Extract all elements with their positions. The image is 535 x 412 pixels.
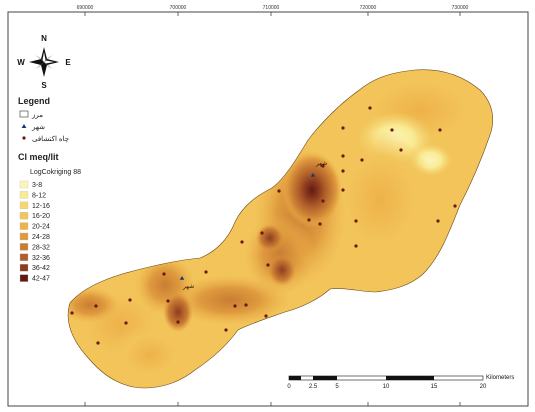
compass-south: S	[41, 81, 47, 90]
boundary-swatch	[19, 110, 29, 118]
legend-class-label: 42-47	[32, 276, 50, 283]
compass-east: E	[65, 58, 71, 67]
legend-city-label: شهر	[31, 124, 45, 131]
city-symbol	[21, 124, 27, 128]
legend-class-label: 3-8	[32, 182, 42, 189]
well-symbol	[22, 136, 26, 140]
scale-unit: Kilometers	[486, 375, 514, 381]
compass-north: N	[41, 34, 47, 43]
scale-label: 20	[480, 384, 487, 390]
legend-classes: 3-8 8-12 12-16 16-20 20-24 24-28 28-32 32-36 36-…	[19, 180, 50, 283]
legend-class-label: 36-42	[32, 265, 50, 272]
legend-method-label: LogCokriging 88	[30, 169, 81, 176]
legend-well-label: چاه اکتشافی	[32, 135, 69, 143]
scale-label: 5	[335, 384, 339, 390]
frame-ticks	[84, 12, 461, 406]
legend-class-label: 24-28	[32, 234, 50, 241]
legend-class-swatch	[19, 232, 29, 241]
legend-class-label: 20-24	[32, 224, 50, 231]
scale-label: 2.5	[309, 384, 318, 390]
map-frame	[7, 11, 529, 407]
scale-label: 10	[383, 384, 390, 390]
legend-class-label: 28-32	[32, 244, 50, 251]
legend-class-swatch	[19, 264, 29, 272]
legend-class-swatch	[19, 191, 29, 199]
tick-label-top: 690000	[77, 5, 94, 11]
town-points	[179, 173, 316, 280]
legend-class-swatch	[19, 253, 29, 261]
legend-class-swatch	[19, 243, 29, 251]
well-points	[70, 106, 457, 345]
town-label: شهر	[182, 283, 194, 290]
legend-class-swatch	[19, 180, 29, 189]
legend-class-label: 16-20	[32, 213, 50, 220]
compass-west: W	[17, 58, 25, 67]
legend-class-swatch	[19, 274, 29, 282]
legend-class-swatch	[19, 212, 29, 220]
tick-label-top: 710000	[263, 5, 280, 11]
legend-class-swatch	[19, 222, 29, 230]
legend-variable-title: Cl meq/lit	[18, 152, 59, 162]
tick-label-top: 720000	[360, 5, 377, 11]
tick-label-top: 700000	[170, 5, 187, 11]
tick-label-top: 730000	[452, 5, 469, 11]
scale-label: 15	[431, 384, 438, 390]
legend-class-swatch	[19, 201, 29, 209]
legend-title: Legend	[18, 96, 50, 106]
town-label: شهر	[315, 160, 327, 167]
legend-class-label: 8-12	[32, 192, 46, 199]
scale-bar	[288, 375, 484, 381]
north-arrow	[29, 47, 59, 77]
legend-boundary-label: مرز	[31, 112, 43, 119]
scale-label: 0	[287, 384, 291, 390]
legend-class-label: 32-36	[32, 255, 50, 262]
legend-class-label: 12-16	[32, 203, 50, 210]
